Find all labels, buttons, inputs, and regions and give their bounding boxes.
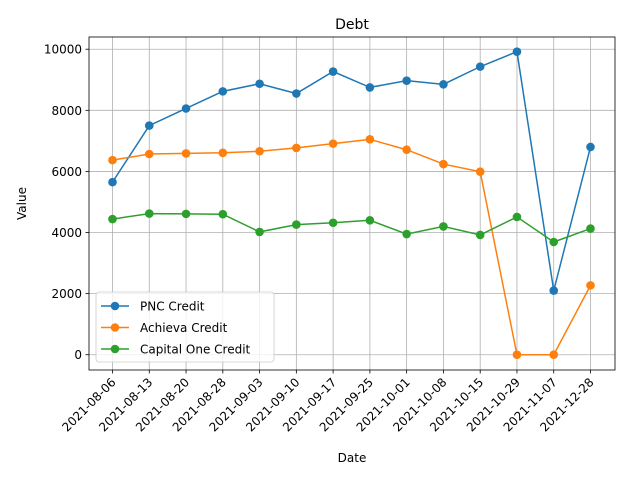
data-point bbox=[402, 145, 411, 155]
series-capital-one-credit bbox=[108, 209, 595, 247]
data-point bbox=[365, 216, 375, 225]
legend-label: Achieva Credit bbox=[140, 321, 228, 335]
data-point bbox=[108, 214, 117, 224]
data-point bbox=[255, 79, 264, 89]
data-point bbox=[439, 159, 448, 169]
legend-label: PNC Credit bbox=[140, 300, 205, 314]
data-point bbox=[439, 80, 448, 89]
data-point bbox=[549, 237, 559, 247]
data-point bbox=[218, 209, 228, 219]
legend-marker bbox=[110, 344, 120, 354]
data-point bbox=[218, 148, 228, 158]
data-point bbox=[586, 281, 595, 290]
legend-label: Capital One Credit bbox=[140, 343, 251, 357]
data-point bbox=[218, 87, 228, 96]
data-point bbox=[181, 149, 191, 158]
data-point bbox=[512, 212, 522, 222]
data-point bbox=[512, 47, 522, 56]
data-point bbox=[292, 89, 301, 98]
data-point bbox=[181, 104, 191, 113]
data-point bbox=[144, 149, 154, 159]
y-axis-ticks: 0 2000 4000 6000 8000 10000 bbox=[44, 43, 89, 362]
series-pnc-credit bbox=[108, 47, 595, 295]
y-tick-label: 6000 bbox=[51, 165, 82, 179]
x-axis-label: Date bbox=[338, 451, 367, 465]
data-point bbox=[144, 121, 154, 130]
series-line bbox=[111, 50, 592, 291]
data-point bbox=[475, 62, 485, 71]
data-point bbox=[549, 350, 559, 360]
series-layer bbox=[108, 47, 595, 360]
y-tick-label: 8000 bbox=[51, 104, 82, 118]
data-point bbox=[255, 146, 264, 156]
data-point bbox=[181, 209, 191, 219]
plot-area-frame bbox=[88, 36, 616, 371]
data-point bbox=[255, 227, 264, 237]
data-point bbox=[475, 230, 485, 240]
data-point bbox=[292, 220, 301, 229]
data-point bbox=[144, 209, 154, 218]
series-line bbox=[112, 212, 591, 243]
data-point bbox=[328, 67, 338, 76]
y-axis-label: Value bbox=[15, 187, 29, 220]
series-achieva-credit bbox=[108, 135, 595, 360]
data-point bbox=[549, 286, 559, 295]
data-point bbox=[512, 350, 522, 360]
y-tick-label: 4000 bbox=[51, 226, 82, 240]
data-point bbox=[439, 222, 448, 231]
data-point bbox=[365, 83, 375, 92]
data-point bbox=[402, 229, 411, 239]
data-point bbox=[328, 139, 338, 148]
legend-marker bbox=[110, 323, 120, 332]
data-point bbox=[586, 142, 595, 152]
data-point bbox=[365, 135, 375, 144]
data-point bbox=[328, 218, 338, 228]
y-tick-label: 10000 bbox=[44, 43, 82, 57]
data-point bbox=[292, 143, 301, 153]
legend-box bbox=[95, 291, 275, 363]
y-tick-label: 0 bbox=[74, 348, 82, 362]
data-point bbox=[475, 167, 485, 177]
data-point bbox=[108, 155, 117, 165]
series-line bbox=[112, 138, 592, 356]
data-point bbox=[586, 224, 595, 233]
data-point bbox=[402, 76, 411, 85]
y-tick-label: 2000 bbox=[51, 287, 82, 301]
legend: PNC Credit Achieva Credit Capital One Cred… bbox=[95, 291, 275, 363]
legend-marker bbox=[110, 301, 120, 311]
data-point bbox=[108, 177, 117, 187]
chart-title: Debt bbox=[335, 17, 369, 33]
